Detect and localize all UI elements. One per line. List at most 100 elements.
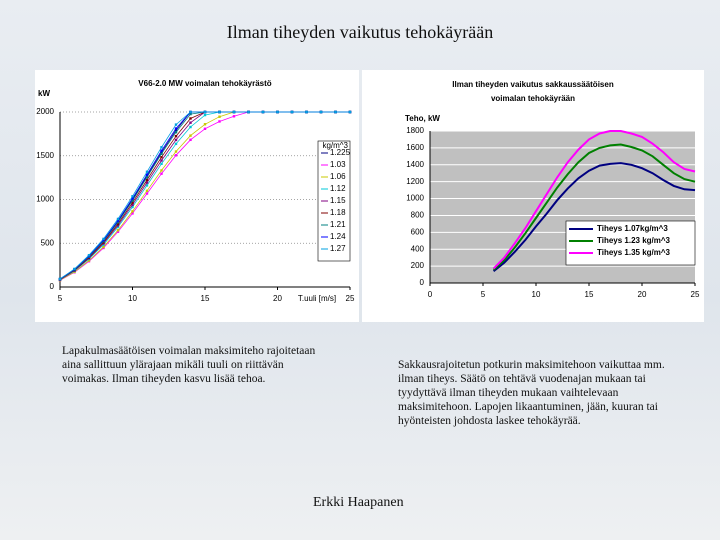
data-point [160, 152, 163, 156]
y-tick-label: 600 [411, 227, 425, 236]
x-tick-label: 15 [201, 294, 210, 303]
data-point [203, 110, 207, 114]
data-point [334, 110, 337, 114]
chart-title: Ilman tiheyden vaikutus sakkaussäätöisen [452, 80, 614, 89]
data-point [189, 121, 192, 124]
series-line [492, 143, 696, 271]
data-point [102, 238, 105, 242]
data-point [116, 222, 120, 226]
data-point [348, 110, 352, 114]
data-point [145, 184, 149, 187]
legend-label: 1.24 [330, 232, 346, 241]
legend-label: 1.225 [330, 148, 351, 157]
data-point [131, 212, 134, 215]
data-point [189, 110, 192, 114]
data-point [102, 245, 105, 249]
y-tick-label: 1500 [36, 151, 54, 160]
x-tick-label: 10 [532, 290, 541, 299]
data-point [73, 267, 76, 271]
x-tick-label: 15 [585, 290, 594, 299]
data-point [145, 178, 149, 182]
y-tick-label: 1600 [406, 143, 424, 152]
data-point [145, 189, 149, 193]
data-point [160, 151, 163, 154]
chart-title: V66-2.0 MW voimalan tehokäyrästö [138, 79, 271, 88]
data-point [276, 110, 279, 114]
data-point [116, 229, 120, 232]
data-point [203, 113, 207, 117]
x-tick-label: 25 [691, 290, 700, 299]
data-point [189, 125, 192, 129]
series-line [492, 162, 696, 272]
y-tick-label: 200 [411, 261, 425, 270]
y-tick-label: 0 [50, 282, 55, 291]
legend-label: Tiheys 1.23 kg/m^3 [597, 236, 671, 245]
series-line [492, 130, 696, 270]
data-point [131, 201, 134, 204]
data-point [87, 254, 91, 257]
data-point [145, 173, 149, 176]
data-point [58, 277, 62, 281]
legend-label: 1.15 [330, 196, 346, 205]
y-tick-label: 1000 [36, 195, 54, 204]
chart-frame [35, 70, 359, 322]
x-tick-label: 5 [481, 290, 486, 299]
y-tick-label: 2000 [36, 107, 54, 116]
data-point [116, 225, 120, 229]
data-point [261, 110, 265, 114]
data-point [232, 115, 236, 118]
legend-label: 1.27 [330, 244, 346, 253]
data-point [116, 224, 120, 227]
x-tick-label: 20 [273, 294, 282, 303]
data-point [116, 219, 120, 222]
x-tick-label: 25 [346, 294, 355, 303]
legend-label: Tiheys 1.07kg/m^3 [597, 224, 668, 233]
data-point [174, 142, 178, 146]
data-point [131, 197, 134, 200]
data-point [218, 115, 221, 118]
legend-label: 1.06 [330, 172, 346, 181]
legend-label: Tiheys 1.35 kg/m^3 [597, 248, 671, 257]
data-point [145, 192, 149, 195]
x-tick-label: 5 [58, 294, 63, 303]
data-point [116, 220, 120, 224]
y-tick-label: 1000 [406, 194, 424, 203]
legend-label: 1.21 [330, 220, 346, 229]
data-point [305, 110, 308, 114]
y-tick-label: 1200 [406, 177, 424, 186]
y-tick-label: 500 [41, 238, 55, 247]
data-point [290, 110, 294, 114]
y-tick-label: 1400 [406, 160, 424, 169]
y-tick-label: 0 [420, 278, 425, 287]
data-point [116, 230, 120, 233]
x-axis-label: T.uuli [m/s] [298, 294, 336, 303]
data-point [218, 120, 221, 123]
caption: Lapakulmasäätöisen voimalan maksimiteho … [62, 345, 316, 385]
y-axis-label: Teho, kW [405, 114, 440, 123]
data-point [174, 127, 178, 130]
data-point [189, 134, 192, 137]
data-point [116, 217, 120, 221]
data-point [102, 243, 105, 246]
data-point [174, 150, 178, 153]
data-point [174, 123, 178, 126]
y-tick-label: 400 [411, 244, 425, 253]
data-point [203, 127, 207, 130]
data-point [189, 138, 192, 142]
data-point [174, 129, 178, 132]
data-point [131, 199, 134, 202]
data-point [160, 159, 163, 162]
data-point [160, 156, 163, 159]
legend-title: kg/m^3 [322, 141, 348, 150]
data-point [232, 110, 236, 114]
data-point [160, 162, 163, 165]
data-point [87, 259, 91, 262]
data-point [174, 154, 178, 157]
legend-label: 1.12 [330, 184, 346, 193]
legend-label: 1.03 [330, 160, 346, 169]
data-point [131, 205, 134, 209]
data-point [131, 203, 134, 207]
x-tick-label: 0 [428, 290, 433, 299]
